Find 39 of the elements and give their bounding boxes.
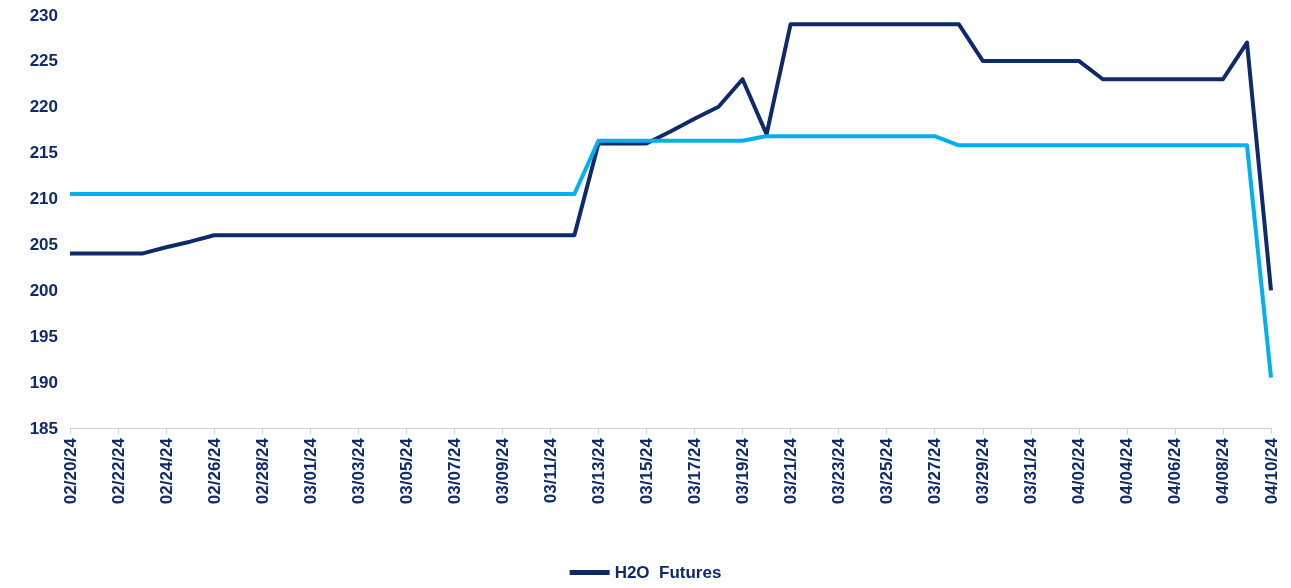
x-tick-label: 04/06/24 xyxy=(1165,437,1185,505)
x-tick-label: 02/22/24 xyxy=(108,437,128,505)
x-tick-label: 03/09/24 xyxy=(492,437,512,505)
y-tick-label: 195 xyxy=(29,326,58,346)
x-tick-label: 03/13/24 xyxy=(588,437,608,505)
y-tick-label: 230 xyxy=(29,5,58,25)
x-tick-label: 03/21/24 xyxy=(781,437,801,505)
x-tick-label: 03/27/24 xyxy=(925,437,945,505)
x-tick-label: 03/03/24 xyxy=(348,437,368,505)
x-tick-label: 03/11/24 xyxy=(540,437,560,504)
x-tick-label: 03/31/24 xyxy=(1021,437,1041,505)
line-series xyxy=(68,22,1273,293)
x-tick-label: 04/02/24 xyxy=(1069,437,1089,505)
y-tick-label: 220 xyxy=(29,97,58,117)
x-tick-label: 03/23/24 xyxy=(829,437,849,505)
x-tick-label: 02/28/24 xyxy=(252,437,272,505)
y-tick-label: 225 xyxy=(29,51,58,71)
x-tick-label: 03/19/24 xyxy=(733,437,753,505)
x-tick-label: 04/08/24 xyxy=(1213,437,1233,505)
x-tick-label: 02/26/24 xyxy=(204,437,224,505)
x-tick-label: 03/05/24 xyxy=(396,437,416,505)
x-tick-label: 02/24/24 xyxy=(156,437,176,505)
x-tick-label: 03/15/24 xyxy=(636,437,656,505)
x-tick-label: 03/29/24 xyxy=(973,437,993,505)
y-tick-label: 190 xyxy=(29,372,58,392)
y-tick-label: 185 xyxy=(29,418,58,438)
legend-label: H2O Futures xyxy=(614,563,722,582)
x-tick-label: 03/25/24 xyxy=(877,437,897,505)
line-series xyxy=(68,134,1273,380)
x-tick-label: 02/20/24 xyxy=(60,437,80,505)
y-tick-label: 205 xyxy=(29,234,58,254)
y-tick-label: 215 xyxy=(29,143,58,163)
y-tick-label: 210 xyxy=(29,189,58,209)
x-tick-label: 03/01/24 xyxy=(300,437,320,505)
x-tick-label: 03/07/24 xyxy=(444,437,464,505)
x-tick-label: 03/17/24 xyxy=(685,437,705,505)
x-tick-label: 04/10/24 xyxy=(1261,437,1281,505)
x-tick-label: 04/04/24 xyxy=(1117,437,1137,505)
y-tick-label: 200 xyxy=(29,280,58,300)
